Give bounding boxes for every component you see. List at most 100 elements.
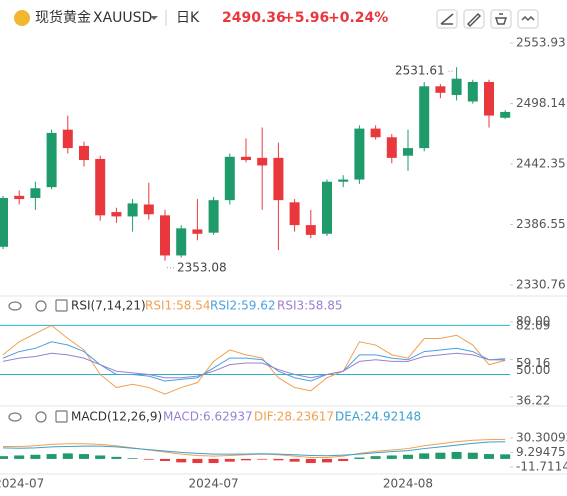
asset-name[interactable]: 现货黄金 bbox=[35, 9, 91, 26]
y-tick-label: 36.22 bbox=[516, 394, 550, 408]
candle-body bbox=[176, 228, 187, 256]
visibility-icon[interactable] bbox=[8, 412, 22, 422]
draw-line-icon[interactable] bbox=[440, 13, 454, 25]
histogram-bar bbox=[79, 454, 89, 459]
y-tick-label: 2442.35 bbox=[516, 156, 566, 170]
histogram-bar bbox=[14, 455, 25, 459]
y-tick-label: 2386.55 bbox=[516, 217, 566, 231]
checkbox[interactable] bbox=[55, 410, 68, 423]
high-annotation: 2531.61 bbox=[395, 64, 445, 78]
visibility-icon[interactable] bbox=[8, 301, 22, 311]
x-tick-label: 2024-07 bbox=[189, 477, 239, 491]
histogram-bar bbox=[257, 458, 268, 460]
candle-body bbox=[79, 145, 89, 161]
tool-button[interactable] bbox=[517, 9, 539, 29]
histogram-bar bbox=[370, 456, 381, 459]
histogram-bar bbox=[111, 456, 122, 459]
histogram-bar bbox=[143, 458, 154, 460]
reference-label: 80.00 bbox=[516, 314, 550, 328]
histogram-bar bbox=[467, 452, 478, 459]
histogram-bar bbox=[273, 458, 284, 461]
pen-icon[interactable] bbox=[466, 12, 482, 28]
histogram-bar bbox=[403, 454, 413, 459]
candle-body bbox=[257, 157, 268, 166]
histogram-bar bbox=[338, 458, 349, 461]
indicator-line bbox=[2, 341, 506, 382]
indicator-title: MACD(12,26,9) bbox=[71, 410, 162, 424]
histogram-bar bbox=[30, 454, 41, 459]
candle-body bbox=[370, 128, 381, 138]
settings-icon[interactable] bbox=[35, 411, 47, 423]
candle-body bbox=[305, 225, 316, 235]
change-pct: +0.24% bbox=[328, 10, 388, 26]
candle-body bbox=[435, 86, 446, 93]
y-tick-label: 2498.14 bbox=[516, 96, 566, 110]
candle-body bbox=[386, 137, 397, 158]
histogram-bar bbox=[176, 458, 187, 463]
candle-body bbox=[95, 158, 106, 216]
y-tick-label: 59.16 bbox=[516, 356, 550, 370]
checkbox[interactable] bbox=[55, 299, 68, 312]
legend-entry: MACD:6.62937 bbox=[163, 410, 253, 424]
legend-entry: RSI3:58.85 bbox=[277, 299, 343, 313]
candle-body bbox=[160, 215, 170, 256]
histogram-bar bbox=[160, 458, 170, 461]
candle-body bbox=[62, 129, 73, 149]
indicator-title: RSI(7,14,21) bbox=[71, 299, 146, 313]
change: +5.96 bbox=[283, 10, 329, 26]
y-tick-label: 2553.93 bbox=[516, 36, 566, 50]
candle-body bbox=[289, 202, 300, 226]
histogram-bar bbox=[46, 454, 57, 459]
symbol[interactable]: XAUUSD bbox=[93, 10, 152, 26]
tool-button[interactable] bbox=[436, 9, 458, 29]
candle-body bbox=[208, 200, 219, 233]
y-tick-label: 9.29475 bbox=[516, 445, 566, 459]
tool-button[interactable] bbox=[463, 9, 485, 29]
low-annotation: 2353.08 bbox=[177, 260, 227, 274]
histogram-bar bbox=[354, 457, 365, 459]
erase-icon[interactable] bbox=[494, 13, 508, 25]
legend-entry: RSI1:58.54 bbox=[145, 299, 211, 313]
histogram-bar bbox=[419, 453, 430, 459]
price: 2490.36 bbox=[222, 10, 286, 26]
histogram-bar bbox=[305, 458, 316, 464]
indicator-line bbox=[2, 441, 506, 457]
candle-body bbox=[127, 203, 138, 217]
candle-body bbox=[241, 156, 251, 161]
histogram-bar bbox=[95, 455, 106, 459]
y-tick-label: 2330.76 bbox=[516, 278, 566, 292]
histogram-bar bbox=[0, 456, 8, 459]
histogram-bar bbox=[208, 458, 219, 464]
reference-label: 50.00 bbox=[516, 363, 550, 377]
dropdown-icon[interactable] bbox=[150, 16, 158, 20]
indicator-icon[interactable] bbox=[521, 15, 535, 22]
candle-body bbox=[192, 229, 203, 234]
y-tick-label: 30.30092 bbox=[516, 431, 567, 445]
histogram-bar bbox=[127, 458, 138, 459]
candle-body bbox=[484, 81, 494, 116]
settings-icon[interactable] bbox=[35, 300, 47, 312]
histogram-bar bbox=[192, 458, 203, 464]
legend-entry: RSI2:59.62 bbox=[210, 299, 276, 313]
gold-icon bbox=[14, 10, 30, 26]
legend-entry: DIF:28.23617 bbox=[254, 410, 334, 424]
indicator-line bbox=[3, 438, 506, 459]
candle-body bbox=[451, 78, 462, 95]
period[interactable]: 日K bbox=[176, 10, 200, 26]
candle-body bbox=[322, 181, 332, 234]
y-tick-label: -11.71142 bbox=[516, 460, 567, 474]
candle-body bbox=[14, 195, 25, 200]
histogram-bar bbox=[500, 454, 511, 459]
candle-body bbox=[338, 179, 349, 182]
tool-button[interactable] bbox=[490, 9, 512, 29]
candle-body bbox=[403, 148, 413, 156]
candle-body bbox=[224, 156, 235, 201]
histogram-bar bbox=[62, 453, 73, 459]
candle-body bbox=[111, 212, 122, 217]
candle-body bbox=[0, 197, 8, 247]
candle-body bbox=[273, 157, 284, 201]
legend-entry: DEA:24.92148 bbox=[335, 410, 421, 424]
candle-body bbox=[419, 86, 430, 149]
candle-body bbox=[354, 128, 365, 180]
